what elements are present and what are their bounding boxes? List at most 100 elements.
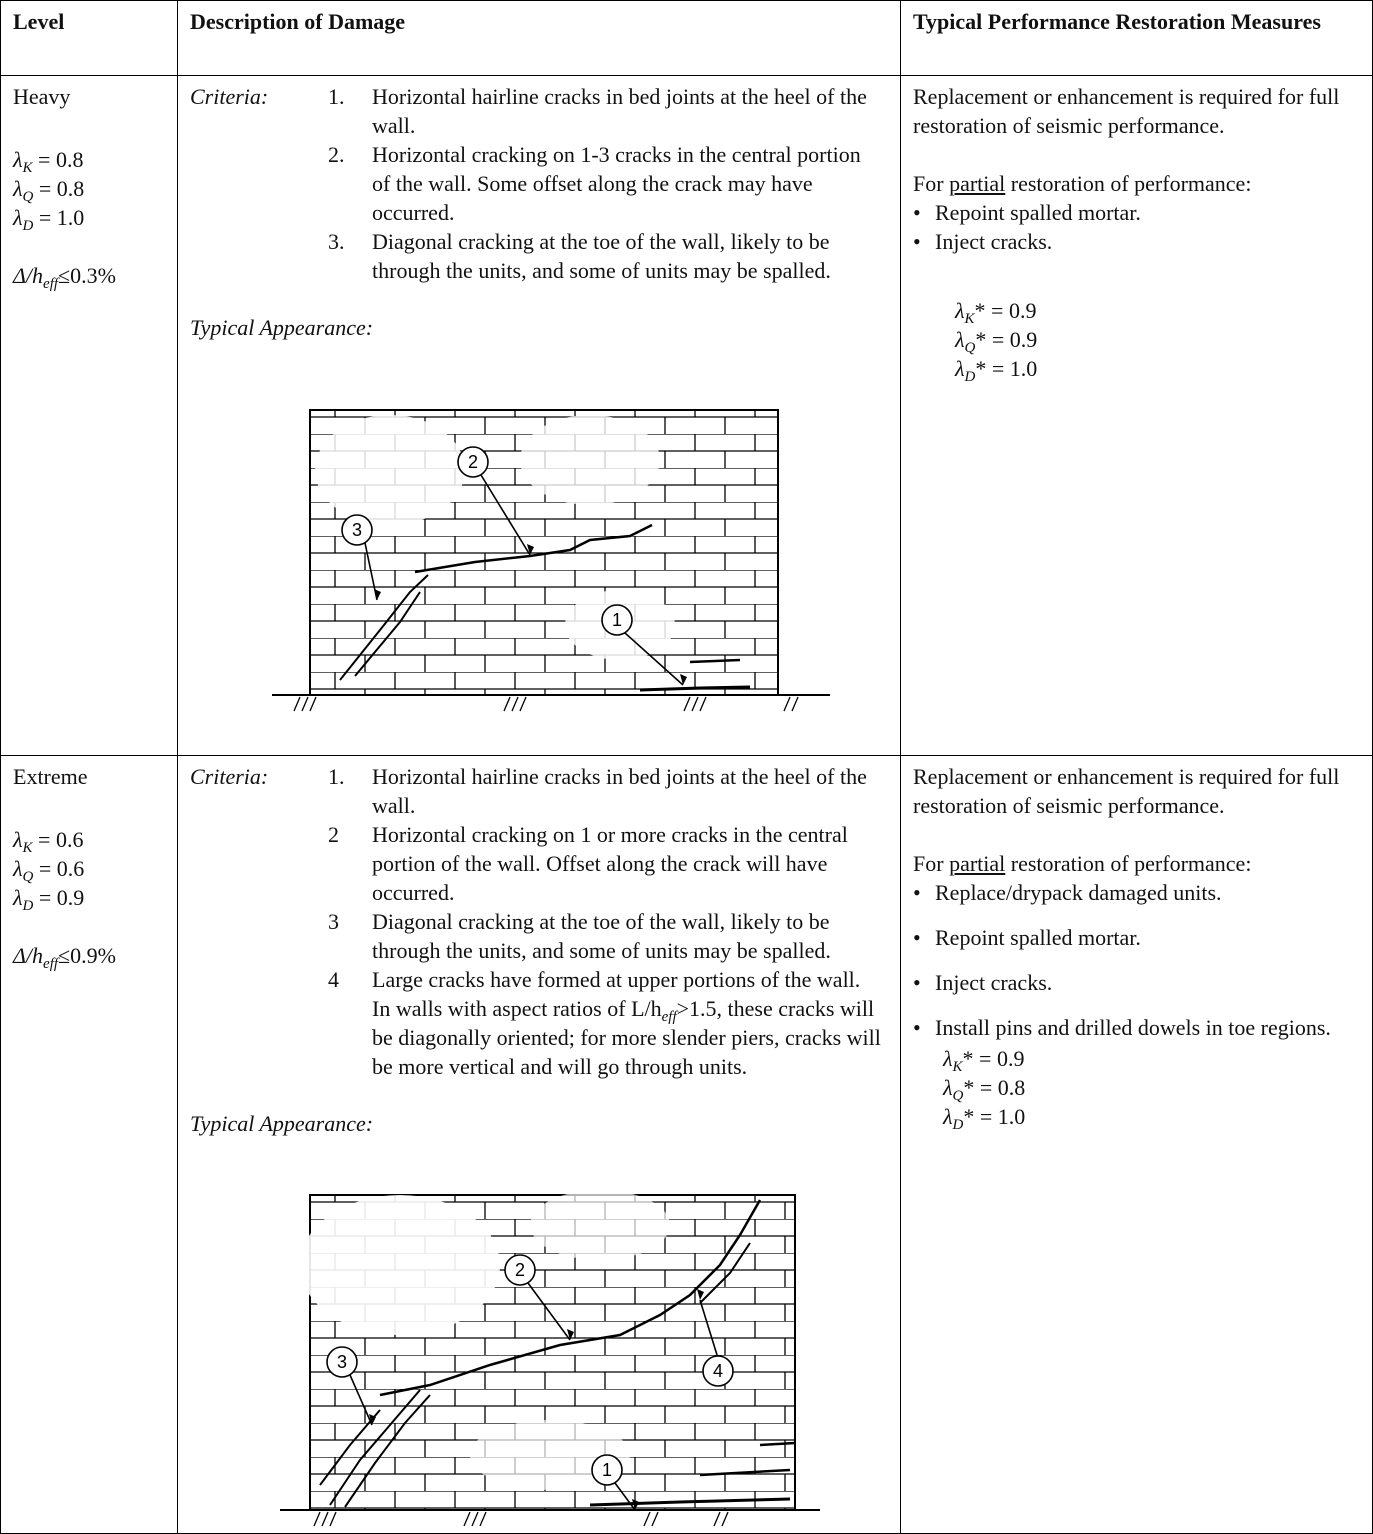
measure: Install pins and drilled dowels in toe r…: [913, 1013, 1354, 1042]
callout-number: 3: [352, 520, 362, 540]
drift-limit: Δ/heff≤0.3%: [13, 261, 165, 292]
text: = 0.6: [32, 827, 84, 852]
criterion-number: 1.: [328, 84, 345, 109]
text: L/h: [631, 996, 662, 1021]
arrow-head: [697, 1289, 704, 1300]
text: restoration of performance:: [1005, 171, 1252, 196]
factor: λQ = 0.8: [13, 174, 165, 205]
text: Diagonal cracking at the toe of the wall…: [372, 229, 831, 283]
text: Horizontal hairline cracks in bed joints…: [372, 764, 867, 818]
factor: λQ = 0.6: [13, 854, 165, 885]
subscript: D: [952, 1117, 964, 1133]
text: λ: [955, 356, 965, 381]
criterion-text: Horizontal hairline cracks in bed joints…: [372, 762, 882, 820]
text: For: [913, 851, 950, 876]
underlined: partial: [949, 171, 1006, 196]
description-cell: Criteria: 1. Horizontal hairline cracks in…: [177, 755, 901, 1534]
appearance-label: Typical Appearance:: [190, 315, 374, 340]
subscript: K: [952, 1059, 963, 1075]
restoration-cell: Replacement or enhancement is required f…: [900, 75, 1373, 756]
text: λ: [943, 1046, 953, 1071]
subscript: D: [22, 218, 34, 234]
drift-limit: Δ/heff≤0.9%: [13, 941, 165, 972]
text: Horizontal cracking on 1 or more cracks …: [372, 822, 848, 905]
criteria-label: Criteria:: [190, 84, 269, 109]
text: * = 1.0: [975, 356, 1038, 381]
full-restoration: Replacement or enhancement is required f…: [913, 84, 1340, 138]
measure: Repoint spalled mortar.: [913, 198, 1354, 227]
criterion-number: 2: [328, 822, 339, 847]
callout-number: 3: [337, 1352, 347, 1372]
factor: λQ* = 0.8: [943, 1073, 1354, 1104]
partial-restoration: For partial restoration of performance:: [913, 169, 1354, 198]
header-cell: Typical Performance Restoration Measures: [900, 0, 1373, 76]
arrow-head: [680, 674, 687, 685]
criteria: Criteria: 1. Horizontal hairline cracks in…: [190, 762, 882, 1081]
criterion-number: 2.: [328, 142, 345, 167]
criterion-number: 3.: [328, 229, 345, 254]
text: * = 0.9: [962, 1046, 1025, 1071]
criteria-label: [190, 820, 328, 907]
callout-circle: [591, 1454, 623, 1486]
callout-number: 4: [713, 1361, 723, 1381]
text: * = 0.9: [975, 327, 1038, 352]
text: = 0.8: [33, 176, 85, 201]
level: Extreme: [13, 764, 88, 789]
subscript: K: [22, 840, 33, 856]
subscript: eff: [661, 1009, 677, 1025]
text: Horizontal hairline cracks in bed joints…: [372, 84, 867, 138]
subscript: K: [22, 160, 33, 176]
restored-factors: λK* = 0.9 λQ* = 0.9 λD* = 1.0: [955, 296, 1354, 385]
criteria-label: [190, 965, 328, 1081]
text: λ: [13, 147, 23, 172]
factor: λD = 0.9: [13, 883, 165, 914]
criteria-label: [190, 227, 328, 285]
criterion-number: 3: [328, 909, 339, 934]
factor: λK = 0.6: [13, 825, 165, 856]
measure: Inject cracks.: [913, 968, 1354, 997]
text: * = 0.9: [974, 298, 1037, 323]
callout-arrow: [349, 1374, 373, 1426]
level-cell: Heavy λK = 0.8 λQ = 0.8 λD = 1.0 Δ/heff≤0.3%: [0, 75, 178, 756]
criterion-text: Horizontal hairline cracks in bed joints…: [372, 82, 882, 140]
factor: λK = 0.8: [13, 145, 165, 176]
text: λ: [955, 327, 965, 352]
callout-circle: [702, 1355, 734, 1387]
subscript: Q: [952, 1088, 964, 1104]
level: Heavy: [13, 84, 71, 109]
criterion-text: Large cracks have formed at upper portio…: [372, 965, 882, 1081]
text: = 0.8: [32, 147, 84, 172]
measure: Repoint spalled mortar.: [913, 923, 1354, 952]
subscript: eff: [43, 276, 59, 292]
arrow-head: [632, 1499, 639, 1510]
text: λ: [943, 1104, 953, 1129]
callout-number: 2: [468, 452, 478, 472]
text: For: [913, 171, 950, 196]
text: Horizontal cracking on 1-3 cracks in the…: [372, 142, 861, 225]
subscript: D: [964, 369, 976, 385]
text: * = 1.0: [963, 1104, 1026, 1129]
callout-circle: [457, 446, 489, 478]
text: Δ/h: [13, 263, 44, 288]
text: ≤0.3%: [58, 263, 116, 288]
description-cell: Criteria: 1. Horizontal hairline cracks in…: [177, 75, 901, 756]
underlined: partial: [949, 851, 1006, 876]
callout-arrow: [624, 632, 684, 686]
subscript: Q: [22, 869, 34, 885]
callout-circle: [326, 1346, 358, 1378]
text: λ: [13, 885, 23, 910]
factor: λD = 1.0: [13, 203, 165, 234]
partial-restoration: For partial restoration of performance:: [913, 849, 1354, 878]
text: λ: [943, 1075, 953, 1100]
callout-number: 1: [612, 610, 622, 630]
callout-arrow: [614, 1482, 636, 1511]
level-cell: Extreme λK = 0.6 λQ = 0.6 λD = 0.9 Δ/heff≤0.…: [0, 755, 178, 1534]
wall-sketch: 1 2 3: [272, 409, 830, 712]
wall-sketch: 1 2 3 4: [280, 1190, 820, 1527]
criterion-text: Diagonal cracking at the toe of the wall…: [372, 227, 882, 285]
factor: λK* = 0.9: [943, 1044, 1354, 1075]
measure: Inject cracks.: [913, 227, 1354, 256]
text: λ: [13, 176, 23, 201]
full-restoration: Replacement or enhancement is required f…: [913, 764, 1340, 818]
